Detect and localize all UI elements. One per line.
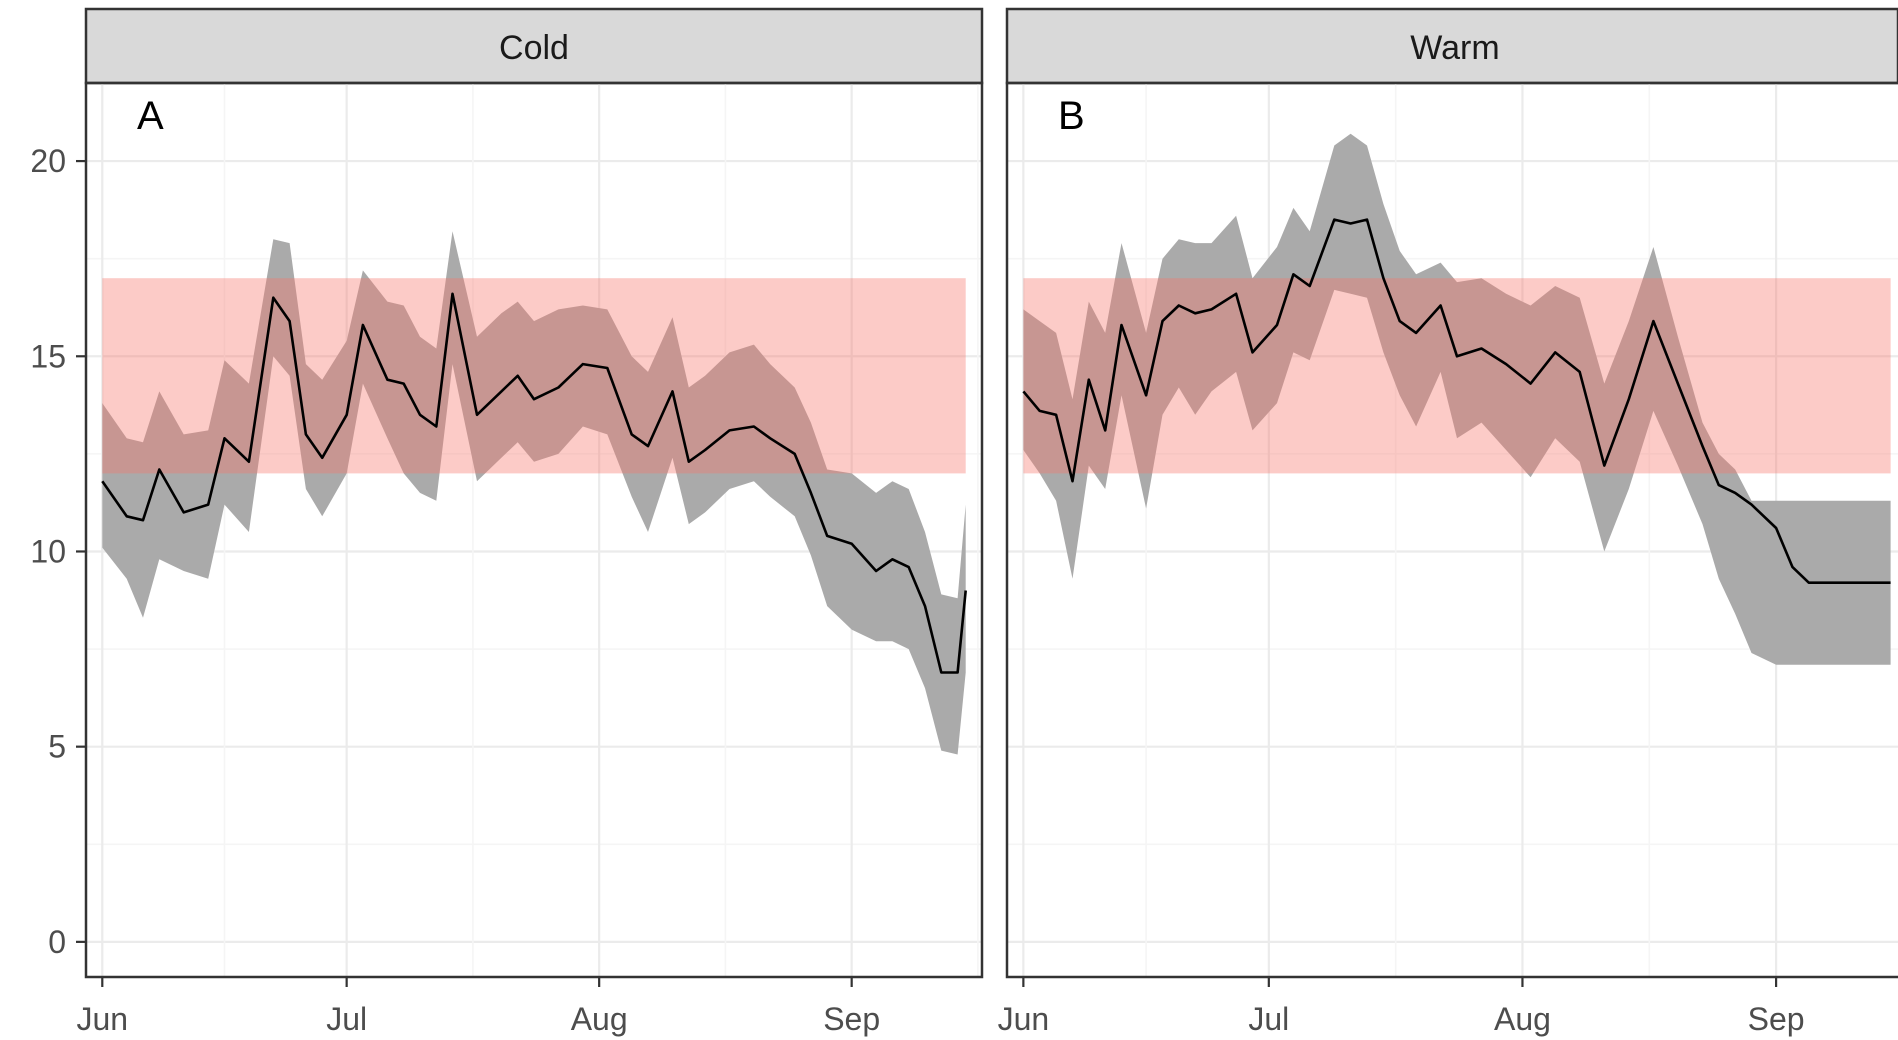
facet-strip-label-warm: Warm <box>1410 29 1499 67</box>
ensemble-range-band <box>1023 133 1891 665</box>
x-tick-label: Jul <box>1248 1001 1289 1037</box>
x-tick-label: Aug <box>1494 1001 1551 1037</box>
optimal-range-rect <box>102 278 966 474</box>
axes: 0 5 10 15 20 Jun Jul Aug Sep Jun Jul Aug Sep <box>30 143 1804 1037</box>
x-tick-label: Jun <box>76 1001 128 1037</box>
x-tick-label: Jul <box>326 1001 367 1037</box>
panel-border-cold <box>84 81 984 979</box>
ensemble-range-band <box>102 231 966 755</box>
panel-tag-b: B <box>1058 94 1085 138</box>
panel-cold: Cold A <box>84 7 984 979</box>
x-tick-label: Aug <box>571 1001 628 1037</box>
x-tick-label: Sep <box>823 1001 880 1037</box>
x-tick-label: Jun <box>998 1001 1050 1037</box>
mean-temperature-line <box>101 292 967 674</box>
plot-area-cold <box>86 83 982 977</box>
y-tick-label: 15 <box>30 338 66 374</box>
plot-area-warm <box>1007 83 1898 977</box>
x-tick-label: Sep <box>1748 1001 1805 1037</box>
mean-temperature-line <box>1022 218 1891 584</box>
optimal-range-rect <box>1023 278 1891 474</box>
panel-border-warm <box>1005 81 1898 979</box>
facet-strip-cold <box>84 7 984 85</box>
y-tick-label: 10 <box>30 533 66 569</box>
y-tick-label: 0 <box>48 924 66 960</box>
panel-warm: Warm B <box>1005 7 1898 979</box>
y-tick-label: 5 <box>48 729 66 765</box>
facet-strip-warm <box>1005 7 1898 85</box>
y-tick-label: 20 <box>30 143 66 179</box>
panel-tag-a: A <box>137 94 164 138</box>
facet-strip-label-cold: Cold <box>499 29 569 67</box>
